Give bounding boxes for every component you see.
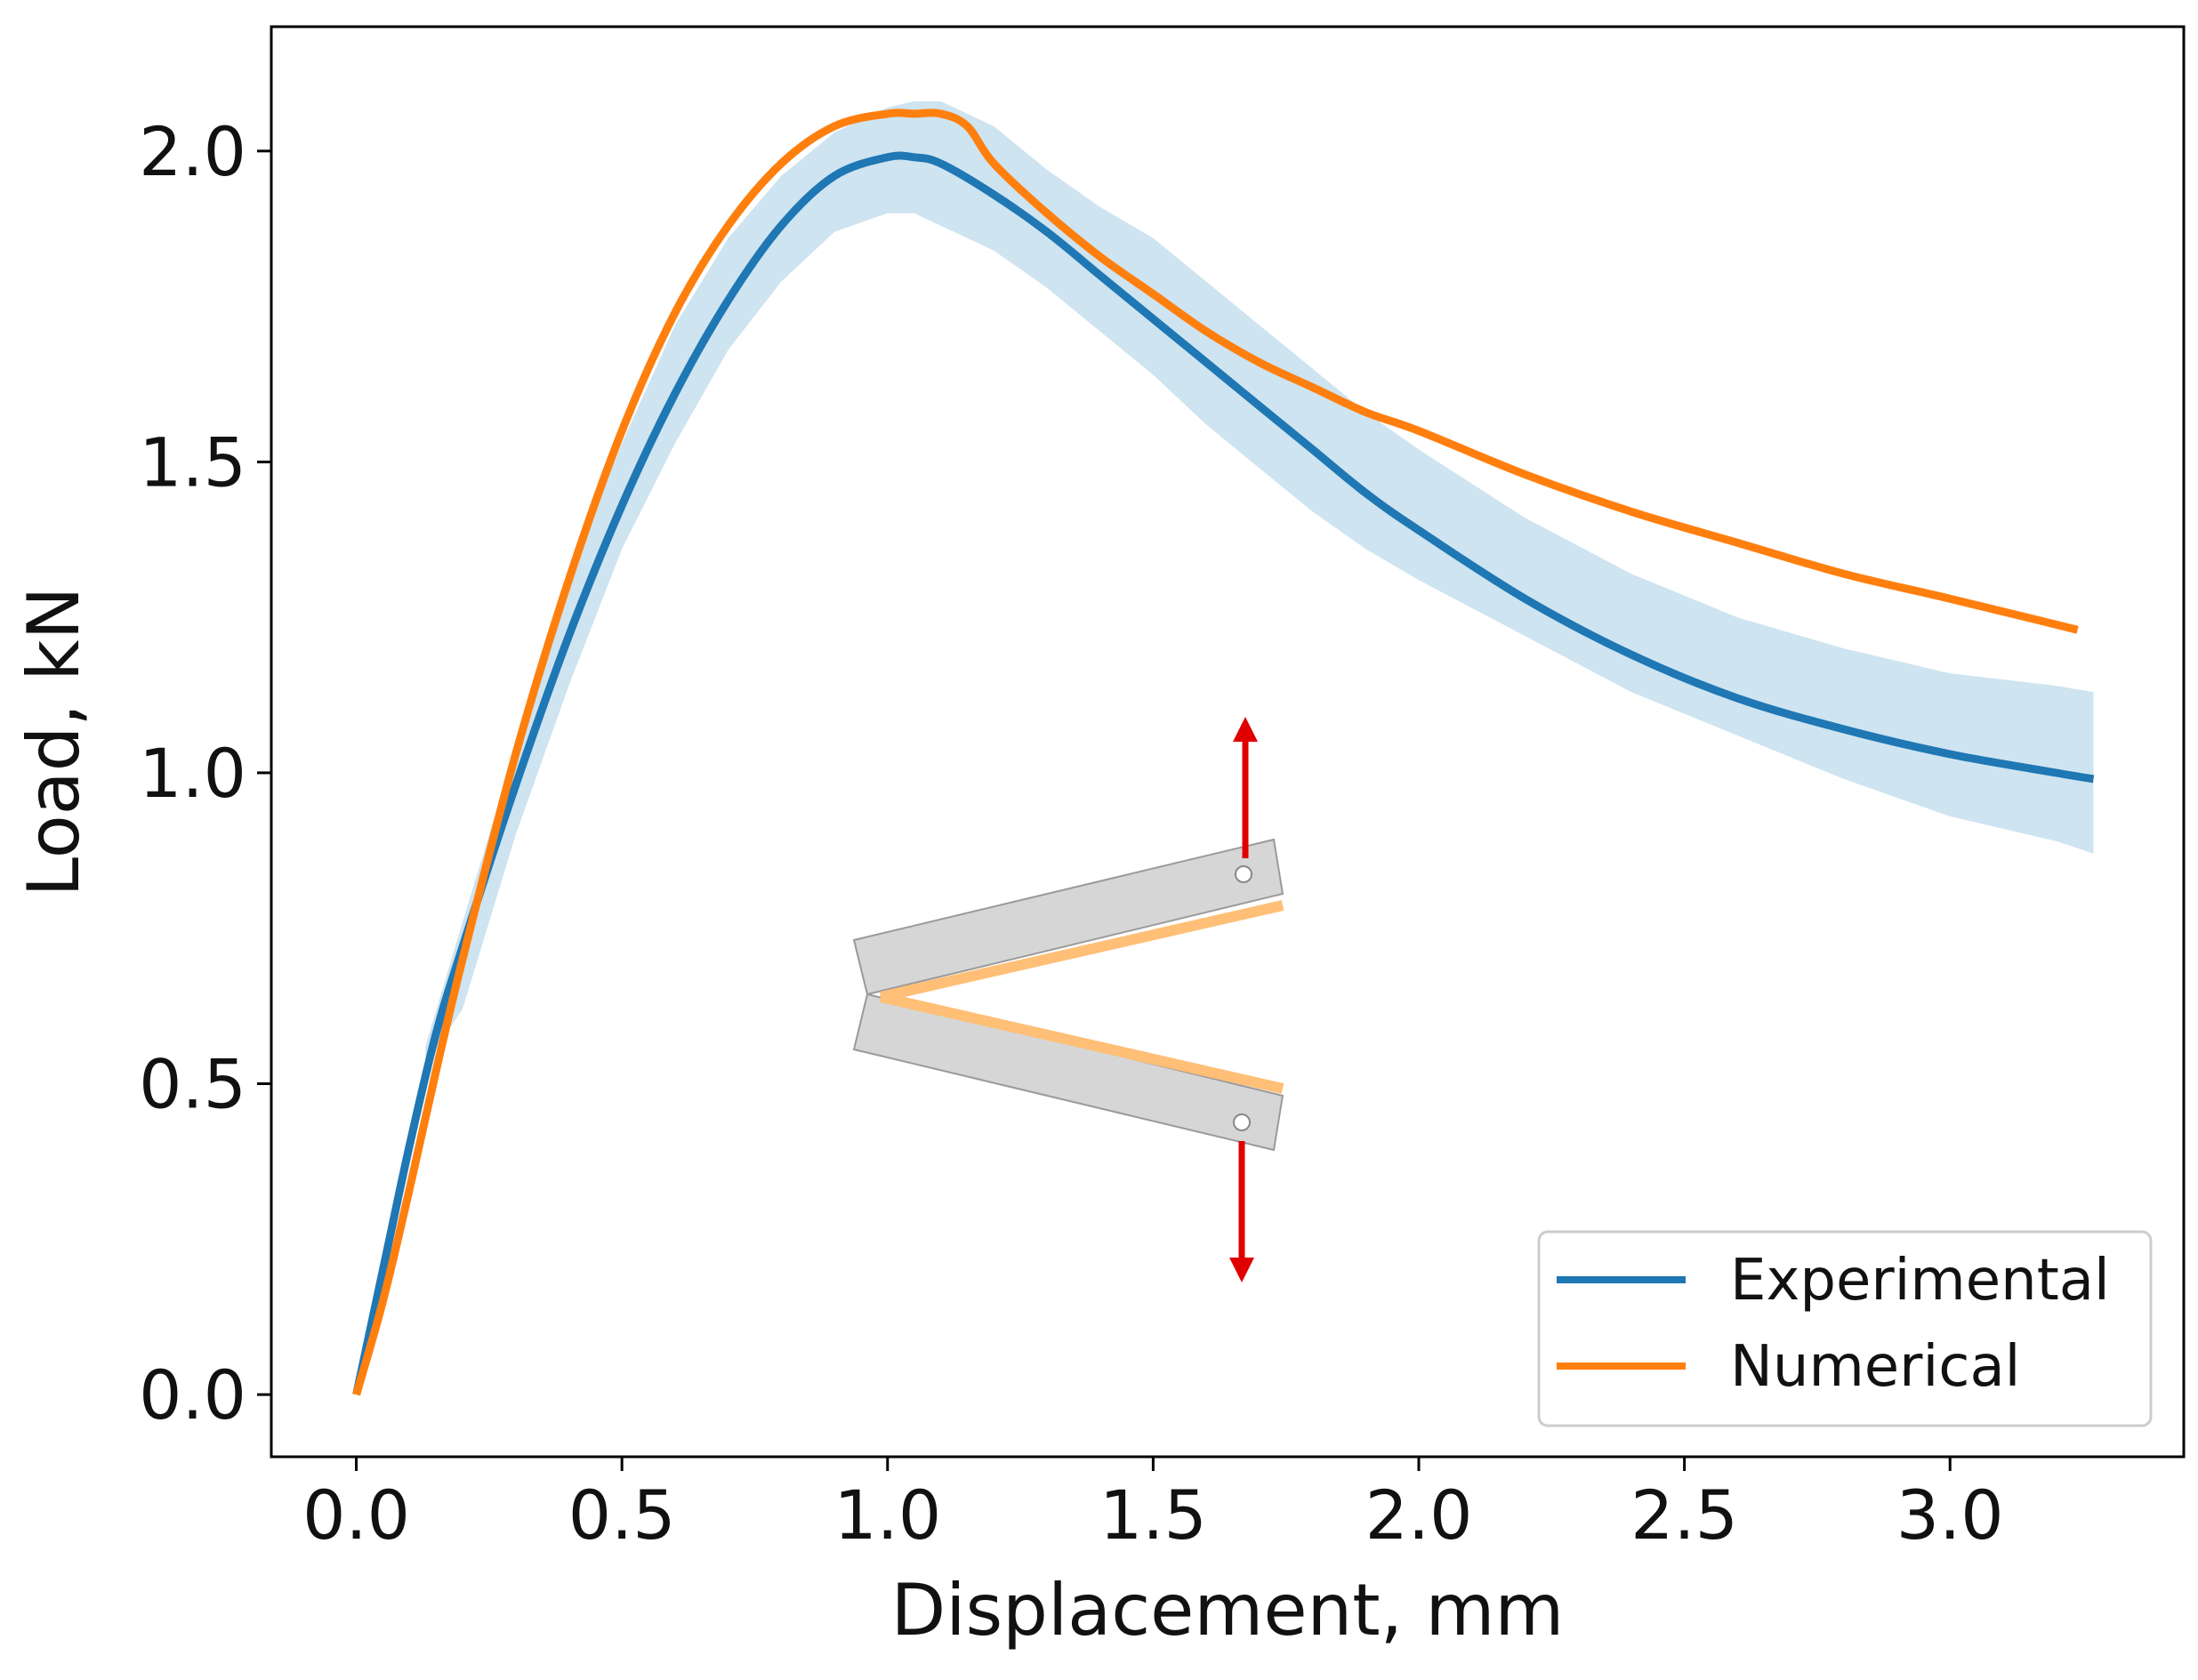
y-axis-label: Load, kN — [12, 587, 95, 897]
x-axis-ticks: 0.0 0.5 1.0 1.5 2.0 2.5 3.0 — [302, 1457, 2004, 1555]
x-tick-label: 0.5 — [568, 1475, 676, 1555]
y-tick-label: 1.5 — [139, 422, 246, 502]
x-tick-label: 3.0 — [1896, 1475, 2004, 1555]
dcb-specimen-schematic — [852, 717, 1284, 1282]
x-tick-label: 1.0 — [833, 1475, 941, 1555]
series-line-numerical — [352, 109, 2079, 1396]
plot-frame — [270, 25, 2186, 1459]
legend-box — [1537, 1230, 2153, 1427]
series-layer — [352, 109, 2095, 1396]
x-tick-label: 2.5 — [1630, 1475, 1738, 1555]
y-tick-label: 0.0 — [139, 1355, 246, 1435]
lower-adhesive-line — [879, 992, 1284, 1094]
legend-label-experimental: Experimental — [1730, 1248, 2110, 1314]
y-axis-ticks: 0.0 0.5 1.0 1.5 2.0 — [139, 112, 271, 1435]
x-axis-label: Displacement, mm — [891, 1569, 1565, 1652]
y-tick-label: 2.0 — [139, 112, 246, 191]
specimen-upper-arm — [852, 838, 1284, 996]
x-tick-label: 1.5 — [1099, 1475, 1207, 1555]
y-tick-label: 0.5 — [139, 1045, 246, 1124]
upper-load-pin — [1235, 865, 1252, 883]
x-tick-label: 2.0 — [1365, 1475, 1473, 1555]
lower-load-pin — [1233, 1113, 1251, 1131]
legend-label-numerical: Numerical — [1730, 1334, 2020, 1400]
x-tick-label: 0.0 — [302, 1475, 410, 1555]
upper-adhesive-line — [879, 900, 1284, 1002]
legend: Experimental Numerical — [1537, 1230, 2153, 1427]
y-tick-label: 1.0 — [139, 734, 246, 813]
specimen-lower-arm — [852, 993, 1284, 1152]
